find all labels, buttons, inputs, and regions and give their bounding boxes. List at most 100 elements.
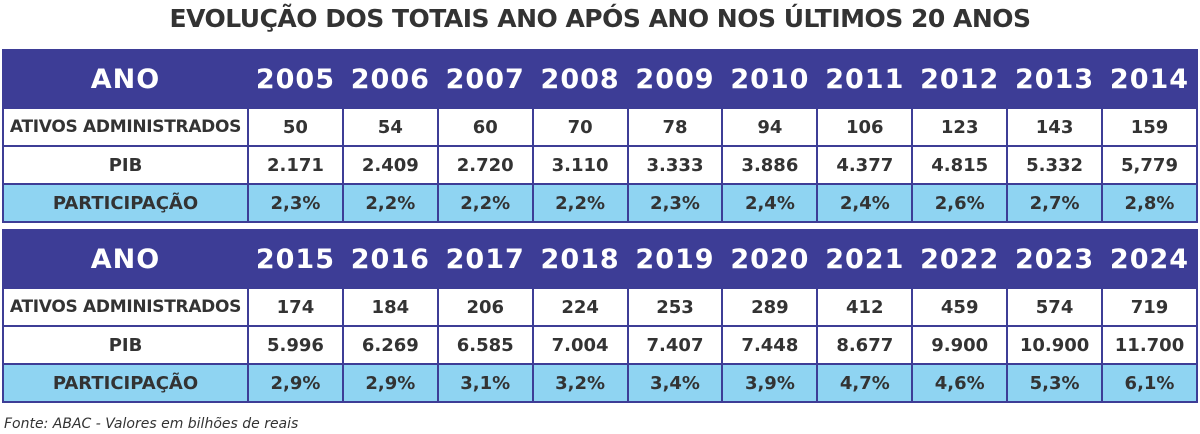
value-cell-ativos: 459: [911, 287, 1009, 327]
row-label: ANO: [2, 229, 249, 289]
table-title: EVOLUÇÃO DOS TOTAIS ANO APÓS ANO NOS ÚLT…: [169, 4, 1032, 33]
year-header-cell: 2024: [1101, 229, 1198, 289]
value-cell-pib: 4.815: [911, 145, 1009, 185]
table-row-header: ANO 2015 2016 2017 2018 2019 2020 2021 2022 2023 2…: [2, 229, 1198, 289]
table-row-pib: PIB 2.171 2.409 2.720 3.110 3.333 3.886 4.377 4.…: [2, 145, 1198, 185]
value-cell-pib: 5.332: [1006, 145, 1104, 185]
value-cell-ativos: 719: [1101, 287, 1198, 327]
value-cell-participacao: 5,3%: [1006, 363, 1104, 403]
year-header-cell: 2015: [247, 229, 344, 289]
value-cell-pib: 5.996: [247, 325, 344, 365]
row-label: PARTICIPAÇÃO: [2, 363, 249, 403]
value-cell-ativos: 184: [341, 287, 439, 327]
year-header-cell: 2019: [626, 229, 724, 289]
value-cell-participacao: 3,9%: [721, 363, 819, 403]
value-cell-participacao: 2,8%: [1101, 183, 1198, 223]
value-cell-pib: 9.900: [911, 325, 1009, 365]
row-label: ATIVOS ADMINISTRADOS: [2, 287, 249, 327]
value-cell-ativos: 143: [1006, 107, 1104, 147]
year-header-cell: 2006: [341, 49, 439, 109]
year-header-cell: 2018: [531, 229, 629, 289]
value-cell-pib: 6.585: [436, 325, 534, 365]
value-cell-pib: 3.333: [626, 145, 724, 185]
value-cell-participacao: 2,4%: [721, 183, 819, 223]
value-cell-pib: 7.407: [626, 325, 724, 365]
table-row-participacao: PARTICIPAÇÃO 2,9% 2,9% 3,1% 3,2% 3,4% 3,9% 4,7%…: [2, 363, 1198, 403]
year-header-cell: 2009: [626, 49, 724, 109]
value-cell-participacao: 2,2%: [531, 183, 629, 223]
table-row-header: ANO 2005 2006 2007 2008 2009 2010 2011 2012 2013 2…: [2, 49, 1198, 109]
value-cell-participacao: 2,2%: [341, 183, 439, 223]
year-header-cell: 2017: [436, 229, 534, 289]
value-cell-pib: 5,779: [1101, 145, 1198, 185]
value-cell-participacao: 6,1%: [1101, 363, 1198, 403]
year-header-cell: 2023: [1006, 229, 1104, 289]
value-cell-ativos: 106: [816, 107, 914, 147]
value-cell-ativos: 224: [531, 287, 629, 327]
value-cell-pib: 6.269: [341, 325, 439, 365]
row-label: ANO: [2, 49, 249, 109]
row-label: ATIVOS ADMINISTRADOS: [2, 107, 249, 147]
row-label: PARTICIPAÇÃO: [2, 183, 249, 223]
table-block-2005-2014: ANO 2005 2006 2007 2008 2009 2010 2011 2012 2013 2…: [0, 49, 1200, 223]
value-cell-ativos: 94: [721, 107, 819, 147]
year-header-cell: 2020: [721, 229, 819, 289]
year-header-cell: 2010: [721, 49, 819, 109]
value-cell-ativos: 50: [247, 107, 344, 147]
value-cell-ativos: 70: [531, 107, 629, 147]
value-cell-ativos: 78: [626, 107, 724, 147]
year-header-cell: 2008: [531, 49, 629, 109]
year-header-cell: 2014: [1101, 49, 1198, 109]
value-cell-participacao: 3,1%: [436, 363, 534, 403]
table-block-2015-2024: ANO 2015 2016 2017 2018 2019 2020 2021 2022 2023 2…: [0, 229, 1200, 403]
year-header-cell: 2007: [436, 49, 534, 109]
value-cell-participacao: 2,9%: [247, 363, 344, 403]
value-cell-ativos: 574: [1006, 287, 1104, 327]
value-cell-participacao: 2,9%: [341, 363, 439, 403]
value-cell-participacao: 2,6%: [911, 183, 1009, 223]
table-row-ativos: ATIVOS ADMINISTRADOS 50 54 60 70 78 94 106 123 14…: [2, 107, 1198, 147]
value-cell-ativos: 253: [626, 287, 724, 327]
value-cell-ativos: 174: [247, 287, 344, 327]
value-cell-participacao: 2,2%: [436, 183, 534, 223]
table-row-ativos: ATIVOS ADMINISTRADOS 174 184 206 224 253 289 41…: [2, 287, 1198, 327]
data-table: ANO 2005 2006 2007 2008 2009 2010 2011 2012 2013 2…: [2, 49, 1198, 223]
value-cell-ativos: 289: [721, 287, 819, 327]
value-cell-participacao: 4,7%: [816, 363, 914, 403]
value-cell-participacao: 2,7%: [1006, 183, 1104, 223]
value-cell-pib: 7.448: [721, 325, 819, 365]
value-cell-participacao: 2,4%: [816, 183, 914, 223]
value-cell-ativos: 206: [436, 287, 534, 327]
table-row-pib: PIB 5.996 6.269 6.585 7.004 7.407 7.448 8.677 9.…: [2, 325, 1198, 365]
value-cell-participacao: 2,3%: [626, 183, 724, 223]
value-cell-ativos: 412: [816, 287, 914, 327]
value-cell-pib: 10.900: [1006, 325, 1104, 365]
year-header-cell: 2013: [1006, 49, 1104, 109]
value-cell-pib: 2.720: [436, 145, 534, 185]
year-header-cell: 2021: [816, 229, 914, 289]
value-cell-participacao: 3,4%: [626, 363, 724, 403]
value-cell-participacao: 3,2%: [531, 363, 629, 403]
value-cell-ativos: 60: [436, 107, 534, 147]
year-header-cell: 2016: [341, 229, 439, 289]
value-cell-ativos: 123: [911, 107, 1009, 147]
value-cell-participacao: 2,3%: [247, 183, 344, 223]
value-cell-pib: 8.677: [816, 325, 914, 365]
value-cell-ativos: 54: [341, 107, 439, 147]
value-cell-pib: 4.377: [816, 145, 914, 185]
data-table: ANO 2015 2016 2017 2018 2019 2020 2021 2022 2023 2…: [2, 229, 1198, 403]
year-header-cell: 2011: [816, 49, 914, 109]
year-header-cell: 2022: [911, 229, 1009, 289]
table-row-participacao: PARTICIPAÇÃO 2,3% 2,2% 2,2% 2,2% 2,3% 2,4% 2,4%…: [2, 183, 1198, 223]
value-cell-pib: 2.409: [341, 145, 439, 185]
value-cell-pib: 2.171: [247, 145, 344, 185]
value-cell-pib: 3.110: [531, 145, 629, 185]
value-cell-ativos: 159: [1101, 107, 1198, 147]
value-cell-pib: 7.004: [531, 325, 629, 365]
row-label: PIB: [2, 145, 249, 185]
row-label: PIB: [2, 325, 249, 365]
value-cell-participacao: 4,6%: [911, 363, 1009, 403]
year-header-cell: 2005: [247, 49, 344, 109]
value-cell-pib: 3.886: [721, 145, 819, 185]
source-footnote: Fonte: ABAC - Valores em bilhões de reai…: [4, 416, 299, 432]
